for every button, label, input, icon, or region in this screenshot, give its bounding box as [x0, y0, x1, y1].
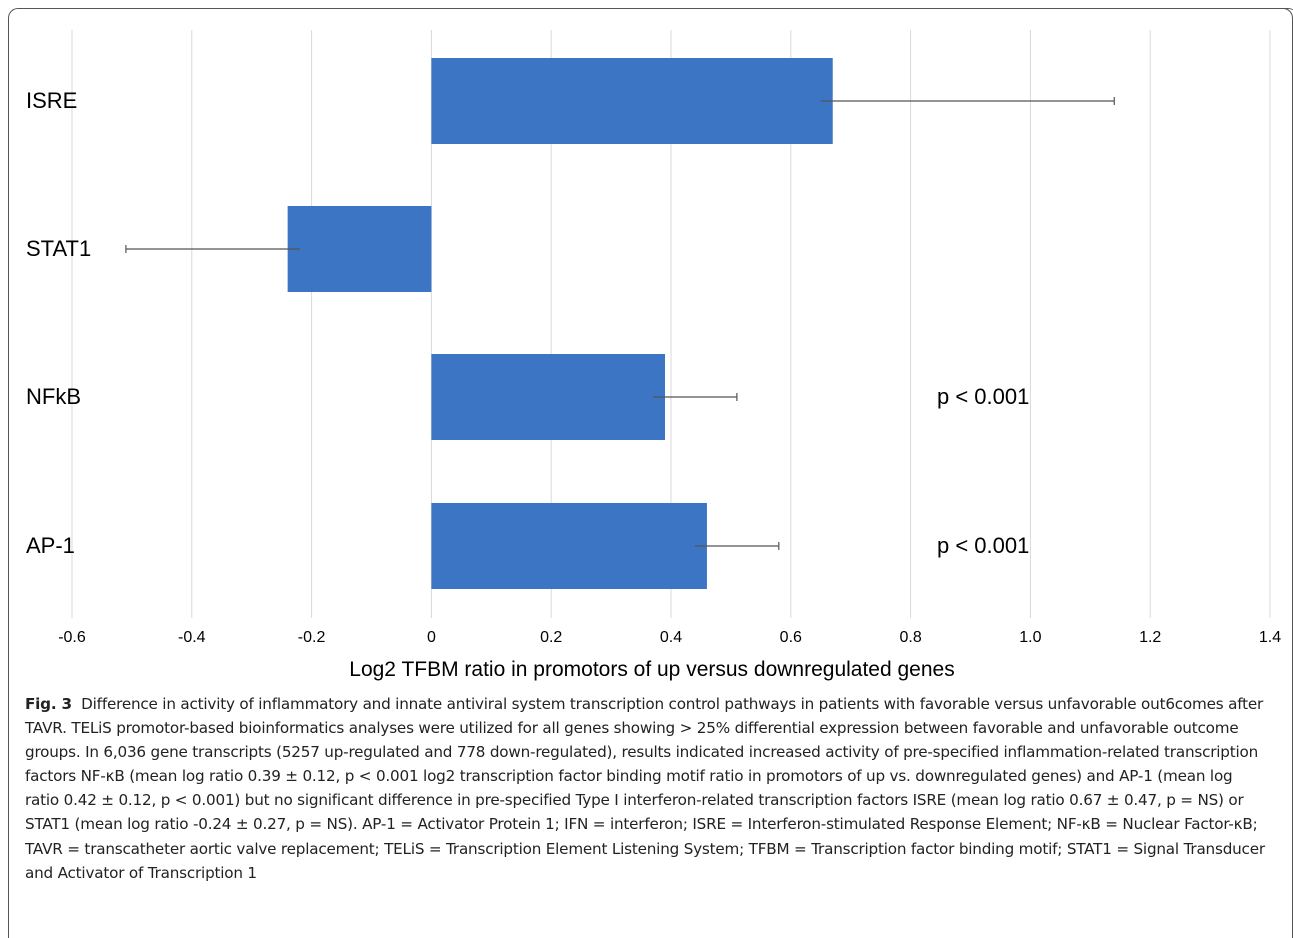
error-bar — [653, 393, 738, 401]
error-bars — [125, 97, 1115, 550]
x-tick-label: 1.4 — [1259, 629, 1281, 646]
figure-caption: Fig. 3 Difference in activity of inflamm… — [25, 692, 1270, 885]
category-label: STAT1 — [26, 236, 91, 261]
figure-label: Fig. 3 — [25, 695, 72, 713]
figure-frame — [8, 8, 1293, 938]
x-tick-label: 0 — [427, 629, 436, 646]
error-bar — [820, 97, 1115, 105]
bar — [431, 503, 707, 589]
x-tick-label: -0.2 — [298, 629, 326, 646]
annotations: p < 0.001 p < 0.001 — [937, 384, 1029, 558]
x-tick-label: 0.4 — [660, 629, 682, 646]
bar-chart: ISRE STAT1 NFkB AP-1 -0.6 -0.4 -0.2 0 0.2 0.4 0.6… — [26, 30, 1281, 681]
x-tick-label: 0.2 — [540, 629, 562, 646]
tick-labels: -0.6 -0.4 -0.2 0 0.2 0.4 0.6 0.8 1.0 1.2 1.4 — [58, 629, 1281, 646]
category-label: AP-1 — [26, 533, 75, 558]
error-bar — [125, 245, 300, 253]
p-value-annotation: p < 0.001 — [937, 384, 1029, 409]
x-tick-label: 0.8 — [899, 629, 921, 646]
x-tick-label: -0.4 — [178, 629, 206, 646]
bars — [287, 58, 833, 589]
p-value-annotation: p < 0.001 — [937, 533, 1029, 558]
category-labels: ISRE STAT1 NFkB AP-1 — [26, 88, 91, 558]
caption-text: Difference in activity of inflammatory a… — [25, 695, 1265, 882]
x-tick-label: 1.0 — [1019, 629, 1041, 646]
x-axis-label: Log2 TFBM ratio in promotors of up versu… — [349, 658, 954, 681]
x-tick-label: -0.6 — [58, 629, 86, 646]
x-tick-label: 0.6 — [780, 629, 802, 646]
category-label: ISRE — [26, 88, 77, 113]
x-tick-label: 1.2 — [1139, 629, 1161, 646]
bar — [431, 58, 833, 144]
error-bar — [694, 542, 780, 550]
category-label: NFkB — [26, 384, 81, 409]
bar — [287, 206, 432, 292]
bar — [431, 354, 666, 440]
